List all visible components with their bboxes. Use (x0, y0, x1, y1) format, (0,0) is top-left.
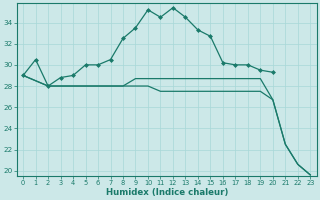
X-axis label: Humidex (Indice chaleur): Humidex (Indice chaleur) (106, 188, 228, 197)
